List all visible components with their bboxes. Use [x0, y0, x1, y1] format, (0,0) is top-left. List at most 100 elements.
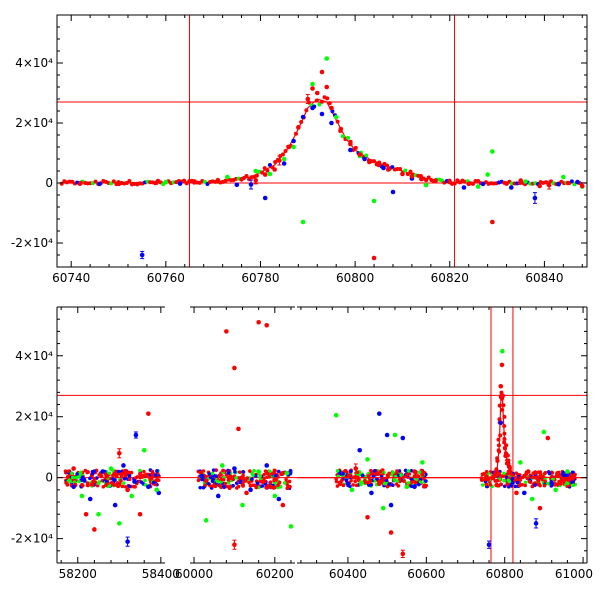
data-point-blue	[556, 181, 561, 187]
band-point	[203, 483, 207, 487]
x-tick-label: 60000	[175, 567, 213, 581]
baseline-point	[452, 181, 457, 186]
data-point-green	[404, 484, 410, 490]
data-point-green	[475, 184, 481, 189]
peak-point	[496, 437, 501, 442]
data-point-red	[376, 162, 382, 168]
data-point-blue	[345, 481, 351, 487]
band-point	[226, 480, 231, 485]
series-red	[78, 69, 585, 261]
band-point	[266, 471, 270, 476]
band-point	[417, 470, 422, 474]
data-point-red	[244, 490, 249, 496]
data-point-green	[284, 470, 290, 476]
data-point-red	[466, 181, 471, 187]
data-point-blue	[362, 156, 367, 162]
band-point	[247, 480, 251, 485]
band-point	[496, 483, 501, 488]
peak-point	[495, 458, 500, 463]
data-point-green	[310, 81, 315, 87]
band-point	[91, 479, 95, 484]
y-tick-label: 4×10⁴	[15, 349, 53, 363]
baseline-point	[340, 134, 345, 139]
data-point-blue	[121, 463, 126, 468]
band-point	[203, 474, 208, 479]
data-point-green	[240, 502, 245, 508]
data-point-blue	[100, 469, 105, 474]
peak-point	[502, 431, 507, 436]
data-point-red	[268, 484, 274, 490]
data-point-red	[253, 178, 259, 183]
band-point	[127, 474, 132, 478]
band-point	[260, 484, 265, 488]
data-point-blue	[329, 120, 334, 126]
data-point-red	[92, 527, 97, 532]
band-point	[221, 477, 226, 482]
data-point-green	[553, 487, 558, 493]
band-point	[505, 482, 509, 487]
data-point-blue	[533, 521, 539, 526]
band-point	[267, 474, 272, 479]
band-point	[140, 473, 145, 478]
top-panel: 60740 60760 60780 60800 60820 60840 -2×10⁴ 0 2×1…	[11, 14, 588, 285]
band-point	[334, 479, 339, 484]
band-point	[123, 473, 128, 478]
data-point-red	[117, 450, 122, 456]
baseline-point	[426, 175, 431, 180]
band-point	[250, 477, 254, 481]
band-point	[550, 470, 555, 475]
data-point-blue	[276, 496, 282, 502]
band-point	[254, 485, 258, 490]
band-point	[571, 483, 575, 488]
band-point	[484, 482, 489, 487]
x-tick-label: 60760	[147, 271, 185, 285]
data-point-blue	[97, 181, 102, 187]
data-point-blue	[319, 111, 325, 117]
band-point	[231, 484, 235, 488]
band-point	[138, 475, 143, 480]
x-tick-label: 58200	[59, 567, 97, 581]
band-point	[480, 483, 485, 487]
band-point	[406, 481, 411, 485]
series-green	[67, 348, 570, 529]
band-point	[405, 473, 409, 477]
data-point-red	[400, 551, 406, 557]
data-point-green	[256, 469, 261, 474]
data-point-red	[329, 105, 334, 111]
band-point	[123, 484, 128, 489]
data-point-red	[314, 90, 320, 96]
band-point	[206, 481, 211, 486]
band-point	[561, 470, 565, 475]
band-point	[288, 484, 292, 489]
band-point	[236, 484, 241, 489]
band-point	[384, 478, 389, 482]
band-point	[155, 469, 159, 473]
data-point-green	[392, 432, 398, 438]
peak-point	[496, 443, 501, 448]
y-tick-label: 0	[45, 471, 53, 485]
band-point	[145, 473, 149, 478]
series-blue	[71, 411, 570, 549]
peak-point	[496, 448, 501, 453]
band-point	[119, 478, 123, 483]
data-point-blue	[262, 195, 268, 201]
band-point	[75, 472, 79, 476]
data-point-red	[525, 469, 531, 474]
data-point-blue	[400, 435, 406, 441]
band-point	[546, 470, 551, 474]
peak-point	[506, 461, 511, 466]
band-point	[258, 479, 263, 484]
band-point	[245, 476, 250, 480]
data-point-red	[499, 362, 505, 368]
peak-point	[502, 414, 507, 419]
band-point	[369, 471, 374, 476]
data-point-red	[262, 172, 268, 177]
data-point-blue	[139, 252, 145, 258]
band-point	[414, 477, 419, 482]
peak-point	[498, 433, 503, 438]
band-point	[115, 483, 119, 488]
data-point-green	[288, 524, 294, 529]
band-point	[417, 482, 421, 487]
y-tick-label: 4×10⁴	[15, 56, 53, 70]
band-point	[416, 474, 420, 478]
